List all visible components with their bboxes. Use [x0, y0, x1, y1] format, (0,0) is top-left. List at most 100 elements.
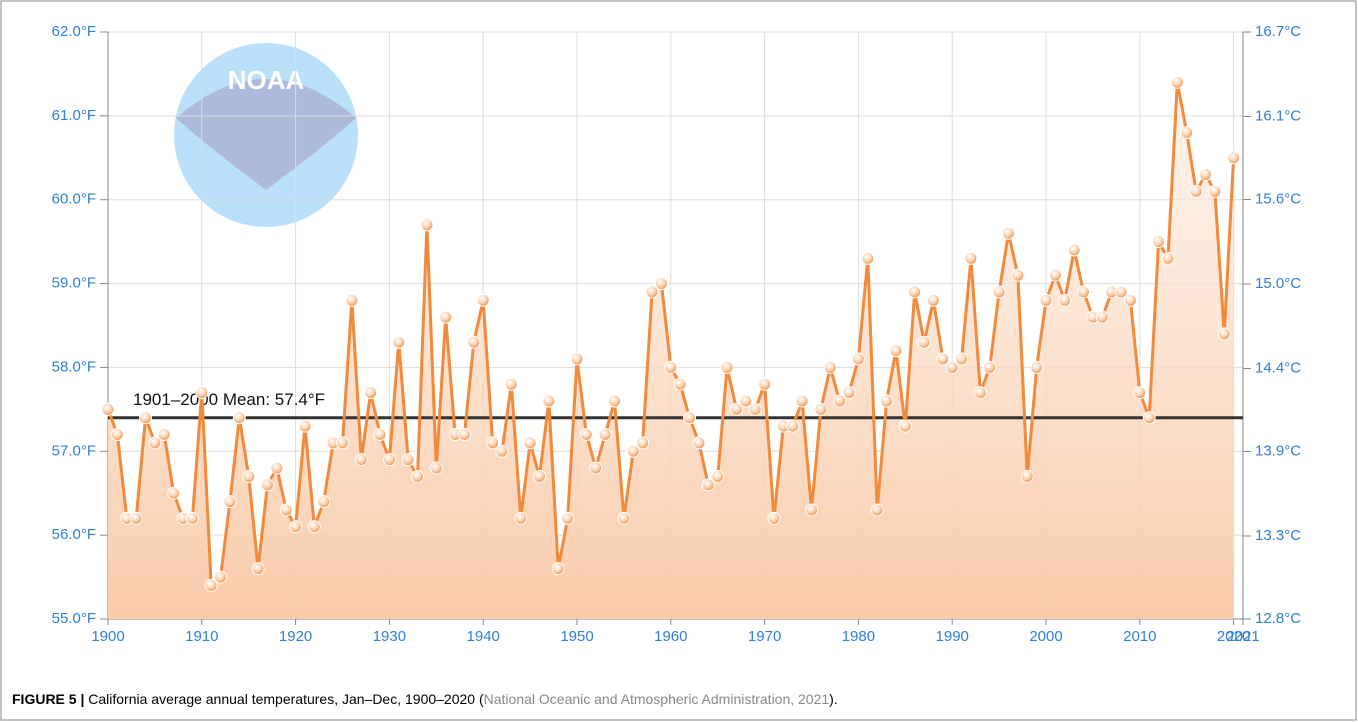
point [720, 360, 734, 374]
point [420, 218, 434, 232]
x-tick-label: 2000 [1029, 628, 1062, 645]
point [908, 285, 922, 299]
point [1170, 75, 1184, 89]
point [1058, 293, 1072, 307]
point [805, 503, 819, 517]
point [457, 428, 471, 442]
point [129, 511, 143, 525]
point [467, 335, 481, 349]
x-tick-label: 1950 [560, 628, 593, 645]
point [570, 352, 584, 366]
area [108, 82, 1234, 620]
y-tick-label: 59.0°F [52, 275, 96, 292]
caption-end: ). [829, 691, 838, 707]
caption-text: California average annual temperatures, … [88, 691, 484, 707]
point [673, 377, 687, 391]
y2-tick-label: 16.1°C [1255, 107, 1301, 124]
point [1039, 293, 1053, 307]
x-tick-label: 1940 [467, 628, 500, 645]
point [148, 436, 162, 450]
point [392, 335, 406, 349]
point [195, 386, 209, 400]
point [561, 511, 575, 525]
point [1208, 184, 1222, 198]
point [260, 478, 274, 492]
point [992, 285, 1006, 299]
point [964, 251, 978, 265]
point [636, 436, 650, 450]
point [1048, 268, 1062, 282]
y-tick-label: 62.0°F [52, 23, 96, 40]
point [551, 562, 565, 576]
point [1011, 268, 1025, 282]
point [542, 394, 556, 408]
point [476, 293, 490, 307]
logo: NOAA [174, 43, 358, 227]
point [692, 436, 706, 450]
point [523, 436, 537, 450]
point [936, 352, 950, 366]
point [608, 394, 622, 408]
point [345, 293, 359, 307]
point [955, 352, 969, 366]
point [870, 503, 884, 517]
point [898, 419, 912, 433]
point [214, 570, 228, 584]
point [504, 377, 518, 391]
point [917, 335, 931, 349]
point [317, 495, 331, 509]
point [589, 461, 603, 475]
point [926, 293, 940, 307]
point [758, 377, 772, 391]
caption: FIGURE 5 | California average annual tem… [12, 691, 838, 707]
y-tick-label: 55.0°F [52, 610, 96, 627]
point [1030, 360, 1044, 374]
point [598, 428, 612, 442]
point [861, 251, 875, 265]
x-tick-label: 2021 [1226, 628, 1259, 645]
point [1180, 126, 1194, 140]
y-tick-label: 61.0°F [52, 107, 96, 124]
y2-tick-label: 16.7°C [1255, 23, 1301, 40]
point [110, 428, 124, 442]
y2-tick-label: 12.8°C [1255, 610, 1301, 627]
point [1142, 411, 1156, 425]
point [157, 428, 171, 442]
caption-label: FIGURE 5 | [12, 691, 84, 707]
point [1198, 168, 1212, 182]
x-tick-label: 1910 [185, 628, 218, 645]
point [289, 520, 303, 534]
point [683, 411, 697, 425]
point [579, 428, 593, 442]
point [814, 402, 828, 416]
y2-tick-label: 14.4°C [1255, 359, 1301, 376]
point [729, 402, 743, 416]
point [364, 386, 378, 400]
point [786, 419, 800, 433]
point [1001, 226, 1015, 240]
y2-tick-label: 15.0°C [1255, 275, 1301, 292]
point [626, 444, 640, 458]
point [973, 386, 987, 400]
y-tick-label: 58.0°F [52, 358, 96, 375]
x-tick-label: 1960 [654, 628, 687, 645]
point [1020, 469, 1034, 483]
point [139, 411, 153, 425]
point [354, 453, 368, 467]
point [401, 453, 415, 467]
mean-label: 1901–2000 Mean: 57.4°F [133, 390, 325, 409]
point [664, 360, 678, 374]
point [232, 411, 246, 425]
x-tick-label: 1900 [91, 628, 124, 645]
point [223, 495, 237, 509]
point [1077, 285, 1091, 299]
caption-citation: National Oceanic and Atmospheric Adminis… [484, 691, 830, 707]
point [514, 511, 528, 525]
point [767, 511, 781, 525]
point [711, 469, 725, 483]
x-tick-label: 1930 [373, 628, 406, 645]
point [1067, 243, 1081, 257]
